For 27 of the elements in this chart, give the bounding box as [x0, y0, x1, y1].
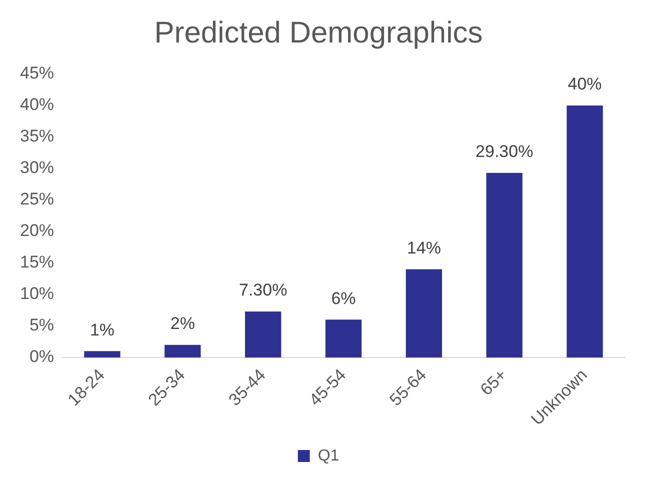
y-tick-label: 30%: [20, 158, 54, 178]
y-tick-label: 45%: [20, 64, 54, 83]
y-tick-label: 10%: [20, 284, 54, 304]
data-label: 7.30%: [238, 280, 288, 300]
legend-label: Q1: [318, 447, 340, 464]
data-label: 1%: [90, 320, 115, 340]
y-tick-label: 0%: [29, 347, 54, 366]
bar: [325, 320, 362, 358]
y-tick-label: 5%: [29, 316, 54, 335]
chart-title: Predicted Demographics: [154, 16, 483, 50]
y-tick-label: 40%: [20, 95, 54, 114]
bar: [244, 311, 282, 358]
data-label: 40%: [568, 74, 602, 94]
bar: [486, 172, 522, 358]
bar: [566, 105, 603, 358]
bar: [84, 351, 120, 358]
y-tick-label: 20%: [20, 221, 54, 240]
bar: [406, 269, 442, 358]
x-tick-label: 65+: [476, 365, 511, 400]
data-label: 2%: [170, 314, 195, 334]
data-label: 6%: [331, 288, 356, 308]
data-label: 14%: [406, 238, 441, 258]
y-tick-label: 35%: [20, 126, 54, 146]
y-tick-label: 25%: [20, 190, 54, 209]
y-tick-label: 15%: [20, 252, 54, 272]
data-label: 29.30%: [476, 142, 534, 162]
bar: [164, 344, 201, 358]
